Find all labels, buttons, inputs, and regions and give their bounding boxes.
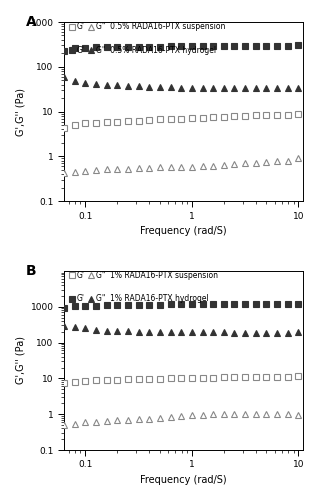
Y-axis label: G',G'' (Pa): G',G'' (Pa): [15, 88, 25, 136]
Text: A: A: [26, 15, 36, 29]
Text: B: B: [26, 264, 36, 278]
Y-axis label: G',G'' (Pa): G',G'' (Pa): [15, 336, 25, 384]
Legend: G', G"  1% RADA16-PTX hydrogel: G', G" 1% RADA16-PTX hydrogel: [68, 294, 209, 304]
X-axis label: Frequency (rad/S): Frequency (rad/S): [140, 475, 227, 485]
X-axis label: Frequency (rad/S): Frequency (rad/S): [140, 226, 227, 236]
Legend: G', G"  0.5% RADA16-PTX hydrogel: G', G" 0.5% RADA16-PTX hydrogel: [68, 46, 217, 54]
